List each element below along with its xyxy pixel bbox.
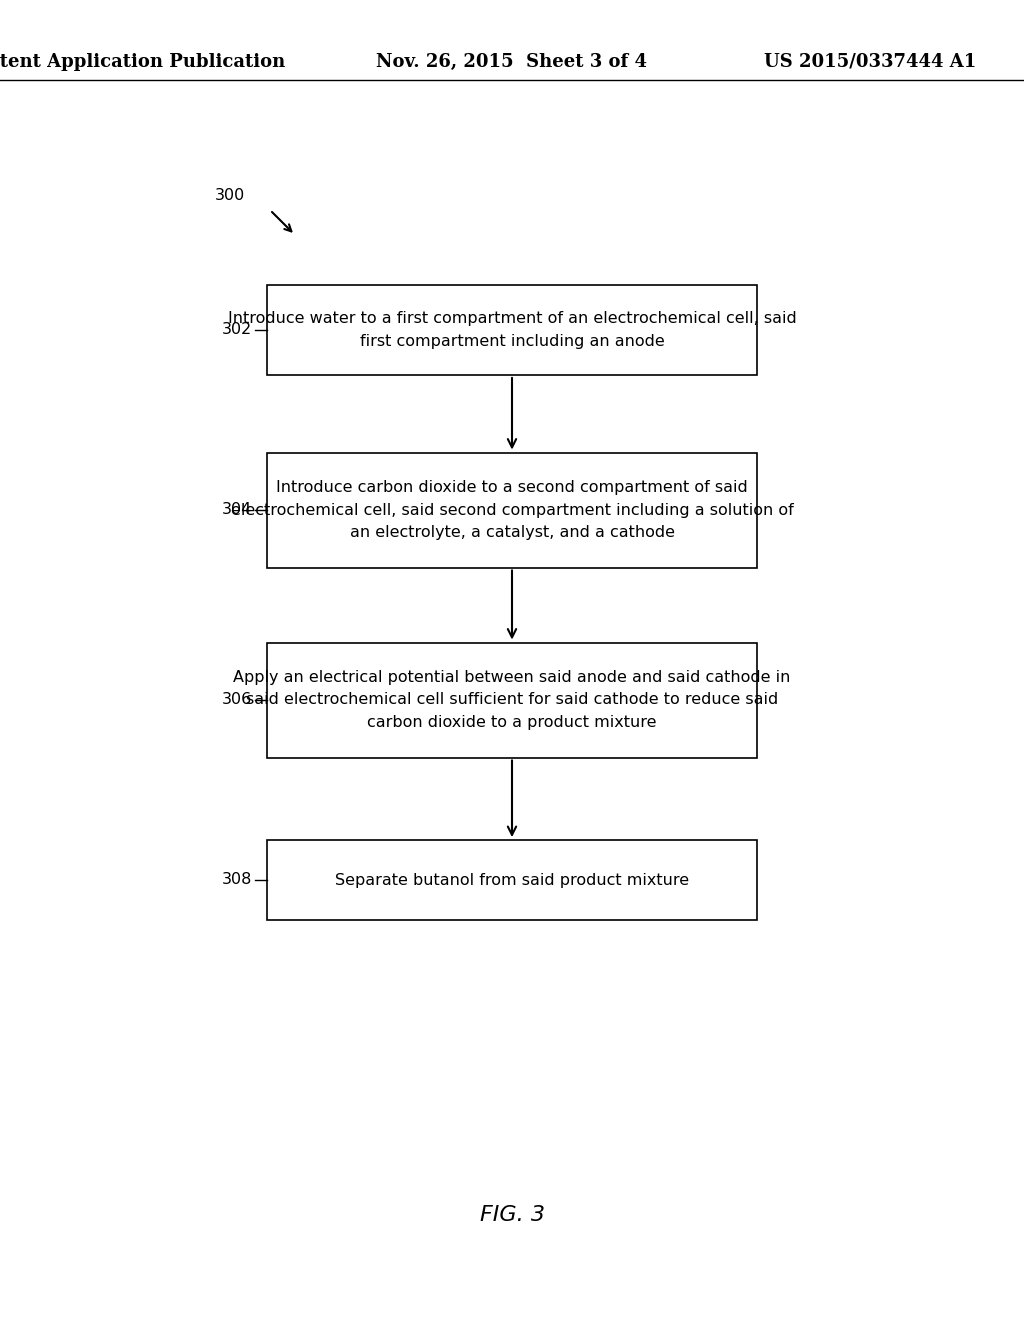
- Text: Patent Application Publication: Patent Application Publication: [0, 53, 285, 71]
- Text: 300: 300: [215, 187, 245, 202]
- Text: Nov. 26, 2015  Sheet 3 of 4: Nov. 26, 2015 Sheet 3 of 4: [377, 53, 647, 71]
- Text: 304: 304: [222, 503, 252, 517]
- Text: 302: 302: [222, 322, 252, 338]
- Text: Introduce water to a first compartment of an electrochemical cell, said
first co: Introduce water to a first compartment o…: [227, 312, 797, 348]
- Text: Introduce carbon dioxide to a second compartment of said
electrochemical cell, s: Introduce carbon dioxide to a second com…: [230, 480, 794, 540]
- Bar: [267, 840, 757, 920]
- Text: Separate butanol from said product mixture: Separate butanol from said product mixtu…: [335, 873, 689, 887]
- Bar: [267, 285, 757, 375]
- Text: Apply an electrical potential between said anode and said cathode in
said electr: Apply an electrical potential between sa…: [233, 671, 791, 730]
- Text: 306: 306: [222, 693, 252, 708]
- Bar: [267, 643, 757, 758]
- Text: US 2015/0337444 A1: US 2015/0337444 A1: [764, 53, 976, 71]
- Text: 308: 308: [221, 873, 252, 887]
- Text: FIG. 3: FIG. 3: [479, 1205, 545, 1225]
- Bar: [267, 453, 757, 568]
